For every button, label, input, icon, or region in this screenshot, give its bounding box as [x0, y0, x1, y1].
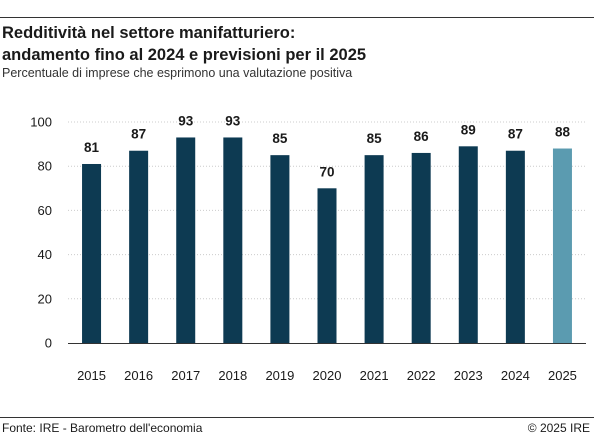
footer-copyright: © 2025 IRE [527, 421, 590, 435]
bar [270, 155, 290, 343]
bar [411, 152, 431, 343]
bottom-rule [0, 417, 594, 418]
x-tick-label: 2021 [360, 368, 389, 383]
y-tick-label: 80 [38, 159, 52, 174]
x-tick-label: 2017 [171, 368, 200, 383]
x-tick-label: 2016 [124, 368, 153, 383]
x-axis-ticks: 2015 2016 2017 2018 2019 2020 2021 2022 2023 2024… [77, 368, 577, 383]
y-tick-label: 20 [38, 291, 52, 306]
data-label: 85 [272, 131, 288, 146]
chart-subtitle: Percentuale di imprese che esprimono una… [2, 66, 353, 80]
y-tick-label: 40 [38, 247, 52, 262]
bar-forecast [552, 148, 572, 343]
bar [223, 137, 243, 343]
data-label: 87 [508, 127, 523, 142]
y-tick-label: 100 [30, 115, 52, 130]
y-tick-label: 0 [45, 336, 52, 351]
bar [458, 146, 478, 343]
x-tick-label: 2019 [265, 368, 294, 383]
x-tick-label: 2025 [548, 368, 577, 383]
data-labels: 81 87 93 93 85 70 85 86 89 87 88 [84, 113, 570, 179]
bar [176, 137, 196, 343]
bar [505, 150, 525, 343]
x-tick-label: 2023 [454, 368, 483, 383]
data-label: 88 [555, 125, 571, 140]
bar [129, 150, 149, 343]
bar [82, 163, 102, 343]
footer-source: Fonte: IRE - Barometro dell'economia [2, 421, 203, 435]
data-label: 93 [225, 113, 241, 128]
x-tick-label: 2015 [77, 368, 106, 383]
bars [82, 137, 572, 343]
bar [364, 155, 384, 343]
chart-title-line-2: andamento fino al 2024 e previsioni per … [2, 46, 367, 64]
chart-title-line-1: Redditività nel settore manifatturiero: [2, 24, 296, 42]
data-label: 93 [178, 113, 194, 128]
data-label: 81 [84, 140, 100, 155]
x-tick-label: 2020 [313, 368, 342, 383]
data-label: 86 [414, 129, 430, 144]
data-label: 87 [131, 127, 146, 142]
bar-chart: 0 20 40 60 80 100 81 87 93 93 85 70 85 86 89 87 88 2015… [30, 113, 586, 383]
bar [317, 188, 337, 343]
x-tick-label: 2024 [501, 368, 530, 383]
chart-title: Redditività nel settore manifatturiero: … [2, 22, 587, 66]
y-tick-label: 60 [38, 203, 52, 218]
top-rule [0, 17, 594, 18]
y-axis-ticks: 0 20 40 60 80 100 [30, 115, 52, 351]
x-tick-label: 2022 [407, 368, 436, 383]
data-label: 70 [319, 164, 334, 179]
data-label: 89 [461, 122, 476, 137]
data-label: 85 [367, 131, 383, 146]
x-tick-label: 2018 [218, 368, 247, 383]
